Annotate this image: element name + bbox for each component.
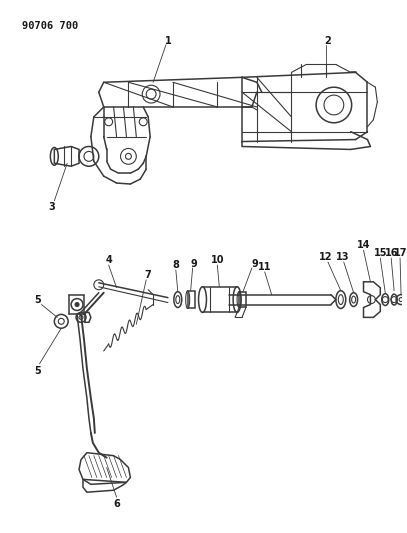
- Text: 8: 8: [173, 260, 179, 270]
- Text: 16: 16: [385, 248, 399, 258]
- Text: 11: 11: [258, 262, 271, 272]
- Text: 90706 700: 90706 700: [22, 21, 78, 31]
- Text: 6: 6: [113, 499, 120, 509]
- Text: 2: 2: [324, 36, 331, 46]
- Text: 1: 1: [164, 36, 171, 46]
- Text: 9: 9: [190, 259, 197, 269]
- Text: 12: 12: [319, 252, 333, 262]
- Text: 15: 15: [374, 248, 387, 258]
- Text: 7: 7: [145, 270, 151, 280]
- Text: 17: 17: [394, 248, 407, 258]
- Text: 3: 3: [48, 201, 55, 212]
- Circle shape: [75, 303, 79, 306]
- Text: 10: 10: [210, 255, 224, 265]
- Text: 5: 5: [34, 366, 41, 376]
- Text: 5: 5: [34, 295, 41, 304]
- Text: 13: 13: [336, 252, 350, 262]
- Text: 14: 14: [357, 240, 370, 251]
- Text: 9: 9: [252, 259, 258, 269]
- Text: 4: 4: [105, 255, 112, 265]
